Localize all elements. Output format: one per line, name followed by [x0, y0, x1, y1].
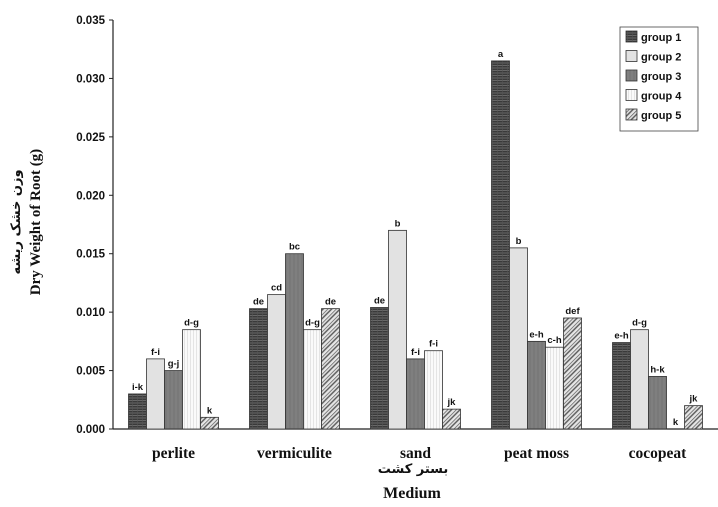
legend: group 1 group 2 group 3 group 4 group 5: [619, 26, 699, 132]
significance-letter: c-h: [547, 335, 561, 346]
bar-sand-group-1: [370, 307, 389, 430]
x-axis-title-persian: بستر کشت: [378, 462, 449, 477]
y-axis-title: Dry Weight of Root (g): [28, 149, 44, 295]
legend-swatch-group-4: [625, 89, 638, 101]
bar-cocopeat-group-1: [612, 342, 631, 430]
y-tick-label: 0.025: [76, 132, 105, 144]
bar-sand-group-3: [406, 358, 425, 430]
bar-vermiculite-group-3: [285, 253, 304, 430]
significance-letter: e-h: [614, 331, 628, 342]
bar-perlite-group-2: [146, 358, 165, 430]
bar-vermiculite-group-4: [303, 329, 322, 430]
y-axis: 0.000 0.005 0.010 0.015 0.020 0.025 0.030 0.035: [76, 15, 114, 436]
significance-letter: d-g: [305, 318, 320, 329]
y-tick-label: 0.000: [76, 424, 105, 436]
bar-peat-moss-group-2: [509, 247, 528, 430]
bar-cocopeat-group-3: [648, 376, 667, 430]
bar-cocopeat-group-5: [684, 405, 703, 430]
significance-letter: e-h: [529, 329, 543, 340]
significance-letter: a: [498, 49, 504, 60]
significance-letter: bc: [289, 242, 300, 253]
significance-letter: d-g: [632, 318, 647, 329]
legend-swatch-group-5: [625, 108, 638, 121]
significance-letter: b: [395, 218, 401, 229]
significance-letter: cd: [271, 283, 282, 294]
legend-label: group 5: [641, 110, 681, 122]
significance-letter: k: [207, 405, 213, 416]
category-label: cocopeat: [629, 445, 688, 462]
significance-letter: jk: [447, 397, 457, 408]
bar-peat-moss-group-4: [545, 346, 564, 430]
y-axis-title-persian: وزن خشک ریشه: [9, 169, 24, 274]
bar-peat-moss-group-5: [563, 317, 582, 430]
significance-letter: f-i: [429, 339, 438, 350]
significance-letter: i-k: [132, 382, 144, 393]
bar-cocopeat-group-2: [630, 329, 649, 430]
significance-letter: de: [374, 295, 385, 306]
legend-label: group 1: [641, 32, 681, 44]
y-tick-label: 0.020: [76, 190, 105, 202]
bar-vermiculite-group-2: [267, 294, 286, 430]
significance-letter: jk: [689, 394, 699, 405]
significance-letter: g-j: [168, 359, 180, 370]
legend-label: group 3: [641, 71, 681, 83]
significance-letter: h-k: [650, 364, 665, 375]
bar-sand-group-2: [388, 229, 407, 430]
bar-vermiculite-group-1: [249, 308, 268, 430]
bar-peat-moss-group-1: [491, 60, 510, 430]
bar-perlite-group-3: [164, 370, 183, 430]
legend-swatch-group-3: [625, 69, 638, 82]
y-tick-label: 0.035: [76, 15, 105, 27]
category-label: vermiculite: [257, 445, 332, 462]
y-tick-label: 0.005: [76, 366, 105, 378]
bar-perlite-group-5: [200, 416, 219, 430]
bar-sand-group-5: [442, 408, 461, 430]
bars-layer: [128, 60, 703, 430]
significance-letter: de: [253, 297, 264, 308]
significance-letter: def: [565, 306, 580, 317]
bar-vermiculite-group-5: [321, 308, 340, 430]
significance-letter: f-i: [411, 347, 420, 358]
y-tick-label: 0.030: [76, 73, 105, 85]
category-label: perlite: [152, 445, 195, 462]
legend-label: group 2: [641, 52, 681, 64]
significance-letter: b: [516, 236, 522, 247]
significance-letter: f-i: [151, 347, 160, 358]
bar-perlite-group-4: [182, 329, 201, 430]
y-tick-label: 0.010: [76, 307, 105, 319]
legend-swatch-group-1: [625, 30, 638, 43]
bar-sand-group-4: [424, 350, 443, 430]
significance-letter: de: [325, 297, 336, 308]
y-tick-label: 0.015: [76, 249, 105, 261]
category-label: peat moss: [504, 445, 569, 462]
bar-perlite-group-1: [128, 393, 147, 430]
significance-letter: k: [673, 417, 679, 428]
bar-peat-moss-group-3: [527, 340, 546, 430]
x-axis-title: Medium: [383, 485, 441, 502]
legend-swatch-group-2: [625, 50, 638, 62]
legend-label: group 4: [641, 91, 682, 103]
category-labels: perlite vermiculite sand peat moss cocopeat: [152, 445, 687, 462]
category-label: sand: [400, 445, 431, 462]
significance-letter: d-g: [184, 318, 199, 329]
